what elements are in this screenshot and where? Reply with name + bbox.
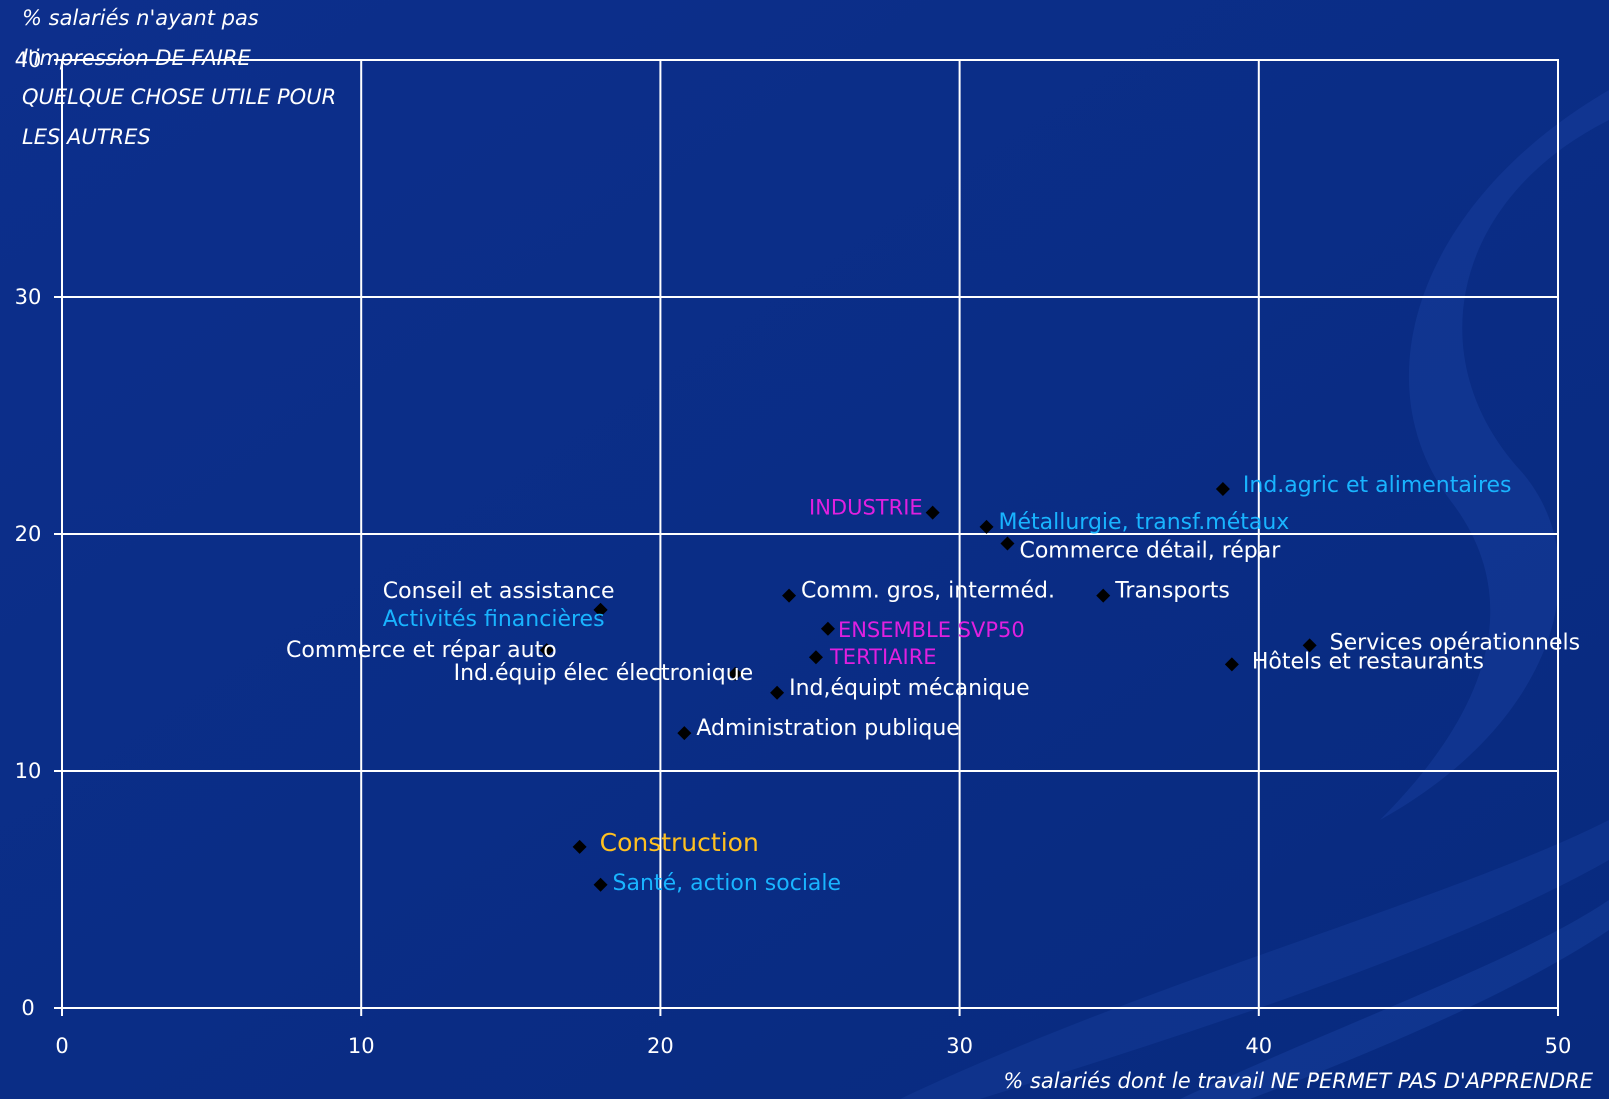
data-point-marker: [808, 650, 823, 665]
data-point-label: Commerce et répar auto: [286, 638, 557, 663]
data-point-label: Métallurgie, transf.métaux: [999, 510, 1290, 535]
data-point-label: ENSEMBLE SVP50: [838, 618, 1025, 642]
data-point-marker: [782, 588, 797, 603]
data-point-marker: [770, 685, 785, 700]
data-point-marker: [979, 519, 994, 534]
data-point-label: Ind.agric et alimentaires: [1243, 473, 1512, 498]
data-point-marker: [677, 726, 692, 741]
x-tick-label: 50: [1545, 1034, 1572, 1058]
grid-lines: [54, 59, 1559, 1016]
data-point-marker: [820, 621, 835, 636]
data-point-marker: [593, 602, 608, 617]
data-point-label: Services opérationnels: [1330, 630, 1580, 655]
data-point-label: Hôtels et restaurants: [1252, 649, 1484, 674]
x-tick-label: 10: [348, 1034, 375, 1058]
tick-labels: 0 10 20 30 40 50 0 10 20 30 40: [15, 48, 1572, 1058]
data-point-label: INDUSTRIE: [809, 496, 923, 520]
data-point-label: Ind.équip élec électronique: [454, 661, 754, 686]
y-tick-label: 40: [15, 48, 42, 72]
data-point-marker: [539, 643, 554, 658]
data-point-marker: [1215, 481, 1230, 496]
data-labels: Ind.agric et alimentaires INDUSTRIE Métall…: [286, 473, 1580, 896]
data-point-marker: [1096, 588, 1111, 603]
data-point-marker: [1000, 536, 1015, 551]
y-axis-title-line-3: QUELQUE CHOSE UTILE POUR: [22, 85, 337, 109]
data-point-marker: [1224, 657, 1239, 672]
data-point-label: Activités financières: [383, 607, 605, 632]
data-point-marker: [925, 505, 940, 520]
data-point-label: Commerce détail, répar: [1019, 538, 1281, 563]
data-point-label: Transports: [1114, 579, 1230, 604]
x-tick-label: 30: [946, 1034, 973, 1058]
data-point-marker: [728, 666, 743, 681]
y-tick-label: 20: [15, 522, 42, 546]
y-tick-label: 0: [21, 996, 34, 1020]
data-point-label: Santé, action sociale: [613, 871, 842, 896]
data-point-label: Conseil et assistance: [383, 579, 615, 604]
data-point-marker: [1302, 638, 1317, 653]
x-tick-label: 0: [55, 1034, 68, 1058]
y-axis-title-line-4: LES AUTRES: [22, 125, 151, 149]
data-point-label: Administration publique: [696, 716, 960, 741]
y-axis-title-line-1: % salariés n'ayant pas: [22, 6, 259, 30]
x-axis-title: % salariés dont le travail NE PERMET PAS…: [1003, 1069, 1593, 1093]
data-point-label: Comm. gros, interméd.: [801, 579, 1055, 604]
data-point-label: TERTIAIRE: [829, 645, 937, 669]
x-tick-label: 20: [647, 1034, 674, 1058]
x-tick-label: 40: [1245, 1034, 1272, 1058]
y-tick-label: 30: [15, 285, 42, 309]
data-point-label: Ind,équipt mécanique: [789, 676, 1030, 701]
data-point-marker: [593, 877, 608, 892]
y-tick-label: 10: [15, 759, 42, 783]
data-point-marker: [572, 839, 587, 854]
data-points: [539, 481, 1317, 892]
data-point-label: Construction: [600, 828, 759, 857]
y-axis-title-line-2: l'impression DE FAIRE: [22, 46, 251, 70]
